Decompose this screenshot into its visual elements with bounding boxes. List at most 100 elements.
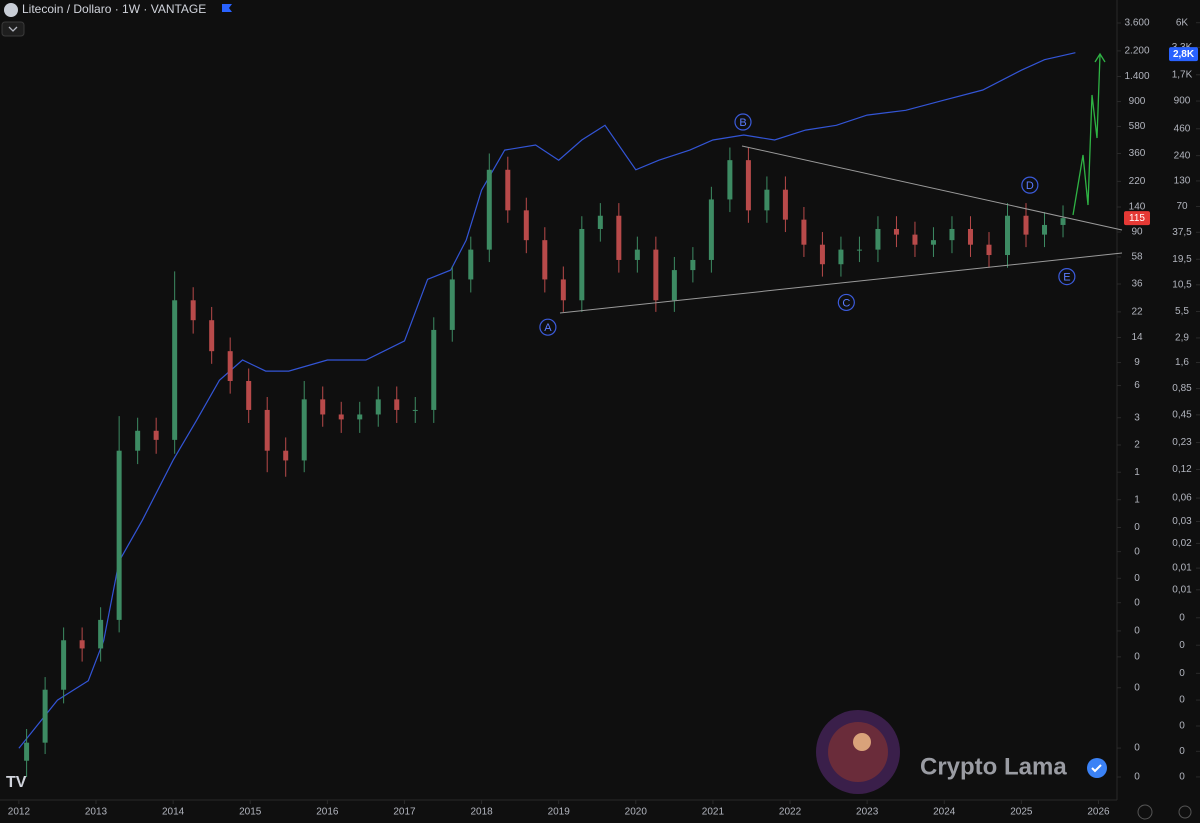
y2-tick-label: 70 bbox=[1176, 201, 1188, 212]
candle-body bbox=[394, 399, 400, 410]
auto-scale-button[interactable] bbox=[1137, 804, 1153, 820]
candle-body bbox=[375, 399, 381, 415]
y-tick-label: 0 bbox=[1134, 772, 1140, 783]
candle-body bbox=[764, 189, 770, 211]
annotation-label: E bbox=[1063, 272, 1070, 284]
annotation-label: D bbox=[1026, 180, 1034, 192]
collapse-button[interactable] bbox=[1, 21, 25, 37]
annotation-circle bbox=[1021, 176, 1039, 194]
candle-body bbox=[79, 640, 85, 649]
plot-layer bbox=[18, 52, 1076, 778]
candle-body bbox=[227, 351, 233, 381]
candle-body bbox=[727, 160, 733, 200]
candle-body bbox=[24, 742, 30, 761]
y-tick-label: 58 bbox=[1131, 252, 1143, 263]
y2-tick-label: 0,02 bbox=[1172, 538, 1192, 549]
x-tick-label: 2025 bbox=[1010, 807, 1033, 818]
candle-body bbox=[116, 450, 122, 620]
y2-tick-label: 460 bbox=[1174, 123, 1191, 134]
candle-body bbox=[782, 189, 788, 220]
market-line bbox=[18, 52, 1076, 749]
y2-tick-label: 2,9 bbox=[1175, 333, 1189, 344]
chart-title: Litecoin / Dollaro · 1W · VANTAGE bbox=[22, 2, 206, 16]
candle-body bbox=[1004, 215, 1010, 256]
chevron-icon bbox=[8, 26, 18, 32]
y2-tick-label: 0 bbox=[1179, 640, 1185, 651]
candle-body bbox=[468, 249, 474, 280]
y-tick-label: 1 bbox=[1134, 467, 1140, 478]
candle-body bbox=[61, 640, 67, 690]
avatar-figure bbox=[828, 722, 888, 782]
x-tick-label: 2016 bbox=[316, 807, 339, 818]
y-tick-label: 0 bbox=[1134, 626, 1140, 637]
candle-body bbox=[431, 329, 437, 410]
candle-body bbox=[967, 228, 973, 245]
y2-tick-label: 0 bbox=[1179, 695, 1185, 706]
y2-tick-label: 0 bbox=[1179, 746, 1185, 757]
y-tick-label: 140 bbox=[1129, 202, 1146, 213]
check-icon bbox=[1091, 764, 1102, 773]
y-tick-label: 0 bbox=[1134, 522, 1140, 533]
y-tick-label: 220 bbox=[1129, 176, 1146, 187]
y-tick-label: 3 bbox=[1134, 412, 1140, 423]
flag-icon bbox=[222, 4, 232, 12]
y-tick-label: 2.200 bbox=[1124, 46, 1149, 57]
candle-body bbox=[505, 169, 511, 211]
x-tick-label: 2022 bbox=[779, 807, 802, 818]
annotation-label: C bbox=[842, 297, 850, 309]
candle-body bbox=[357, 414, 363, 420]
candle-body bbox=[42, 689, 48, 743]
candle-body bbox=[264, 409, 270, 451]
coin-logo bbox=[4, 3, 18, 17]
price-badge bbox=[1124, 211, 1150, 226]
x-tick-label: 2017 bbox=[393, 807, 416, 818]
candle-body bbox=[949, 228, 955, 241]
x-tick-label: 2023 bbox=[856, 807, 879, 818]
y2-tick-label: 19,5 bbox=[1172, 254, 1192, 265]
candle-body bbox=[597, 215, 603, 229]
settings-button[interactable] bbox=[1178, 805, 1192, 819]
projection-path bbox=[1072, 54, 1101, 216]
candle-body bbox=[819, 244, 825, 265]
candle-body bbox=[616, 215, 622, 260]
y2-tick-label: 0 bbox=[1179, 612, 1185, 623]
y-tick-label: 0 bbox=[1134, 597, 1140, 608]
annotation-label: B bbox=[739, 117, 746, 129]
candle-body bbox=[1042, 224, 1048, 235]
candle-body bbox=[486, 169, 492, 250]
y-tick-label: 0 bbox=[1134, 573, 1140, 584]
annotation-circle bbox=[734, 113, 752, 131]
watermark-text: Crypto Lama bbox=[920, 753, 1067, 780]
candle-body bbox=[671, 270, 677, 301]
candle-body bbox=[172, 300, 178, 440]
candle-body bbox=[209, 320, 215, 352]
y2-badge bbox=[1169, 47, 1198, 62]
annotation-label: A bbox=[544, 322, 552, 334]
y-tick-label: 9 bbox=[1134, 357, 1140, 368]
y2-tick-label: 37,5 bbox=[1172, 227, 1192, 238]
candle-body bbox=[338, 414, 344, 420]
candle-body bbox=[523, 210, 529, 241]
candle-body bbox=[634, 249, 640, 260]
candle-body bbox=[930, 240, 936, 245]
candle-body bbox=[875, 228, 881, 250]
y2-badge-label: 2,8K bbox=[1173, 49, 1195, 60]
y2-tick-label: 0,45 bbox=[1172, 410, 1192, 421]
candle-body bbox=[745, 160, 751, 211]
y-tick-label: 1.400 bbox=[1124, 71, 1149, 82]
y-tick-label: 360 bbox=[1129, 148, 1146, 159]
y2-tick-label: 1,7K bbox=[1172, 69, 1193, 80]
x-tick-label: 2026 bbox=[1087, 807, 1110, 818]
y-tick-label: 6 bbox=[1134, 380, 1140, 391]
candle-body bbox=[838, 249, 844, 265]
x-tick-label: 2019 bbox=[548, 807, 571, 818]
y-tick-label: 0 bbox=[1134, 743, 1140, 754]
y2-tick-label: 0 bbox=[1179, 721, 1185, 732]
x-tick-label: 2015 bbox=[239, 807, 262, 818]
candle-body bbox=[283, 450, 289, 461]
candle-body bbox=[153, 430, 159, 440]
candle-body bbox=[1060, 218, 1066, 225]
candle-body bbox=[246, 380, 252, 410]
